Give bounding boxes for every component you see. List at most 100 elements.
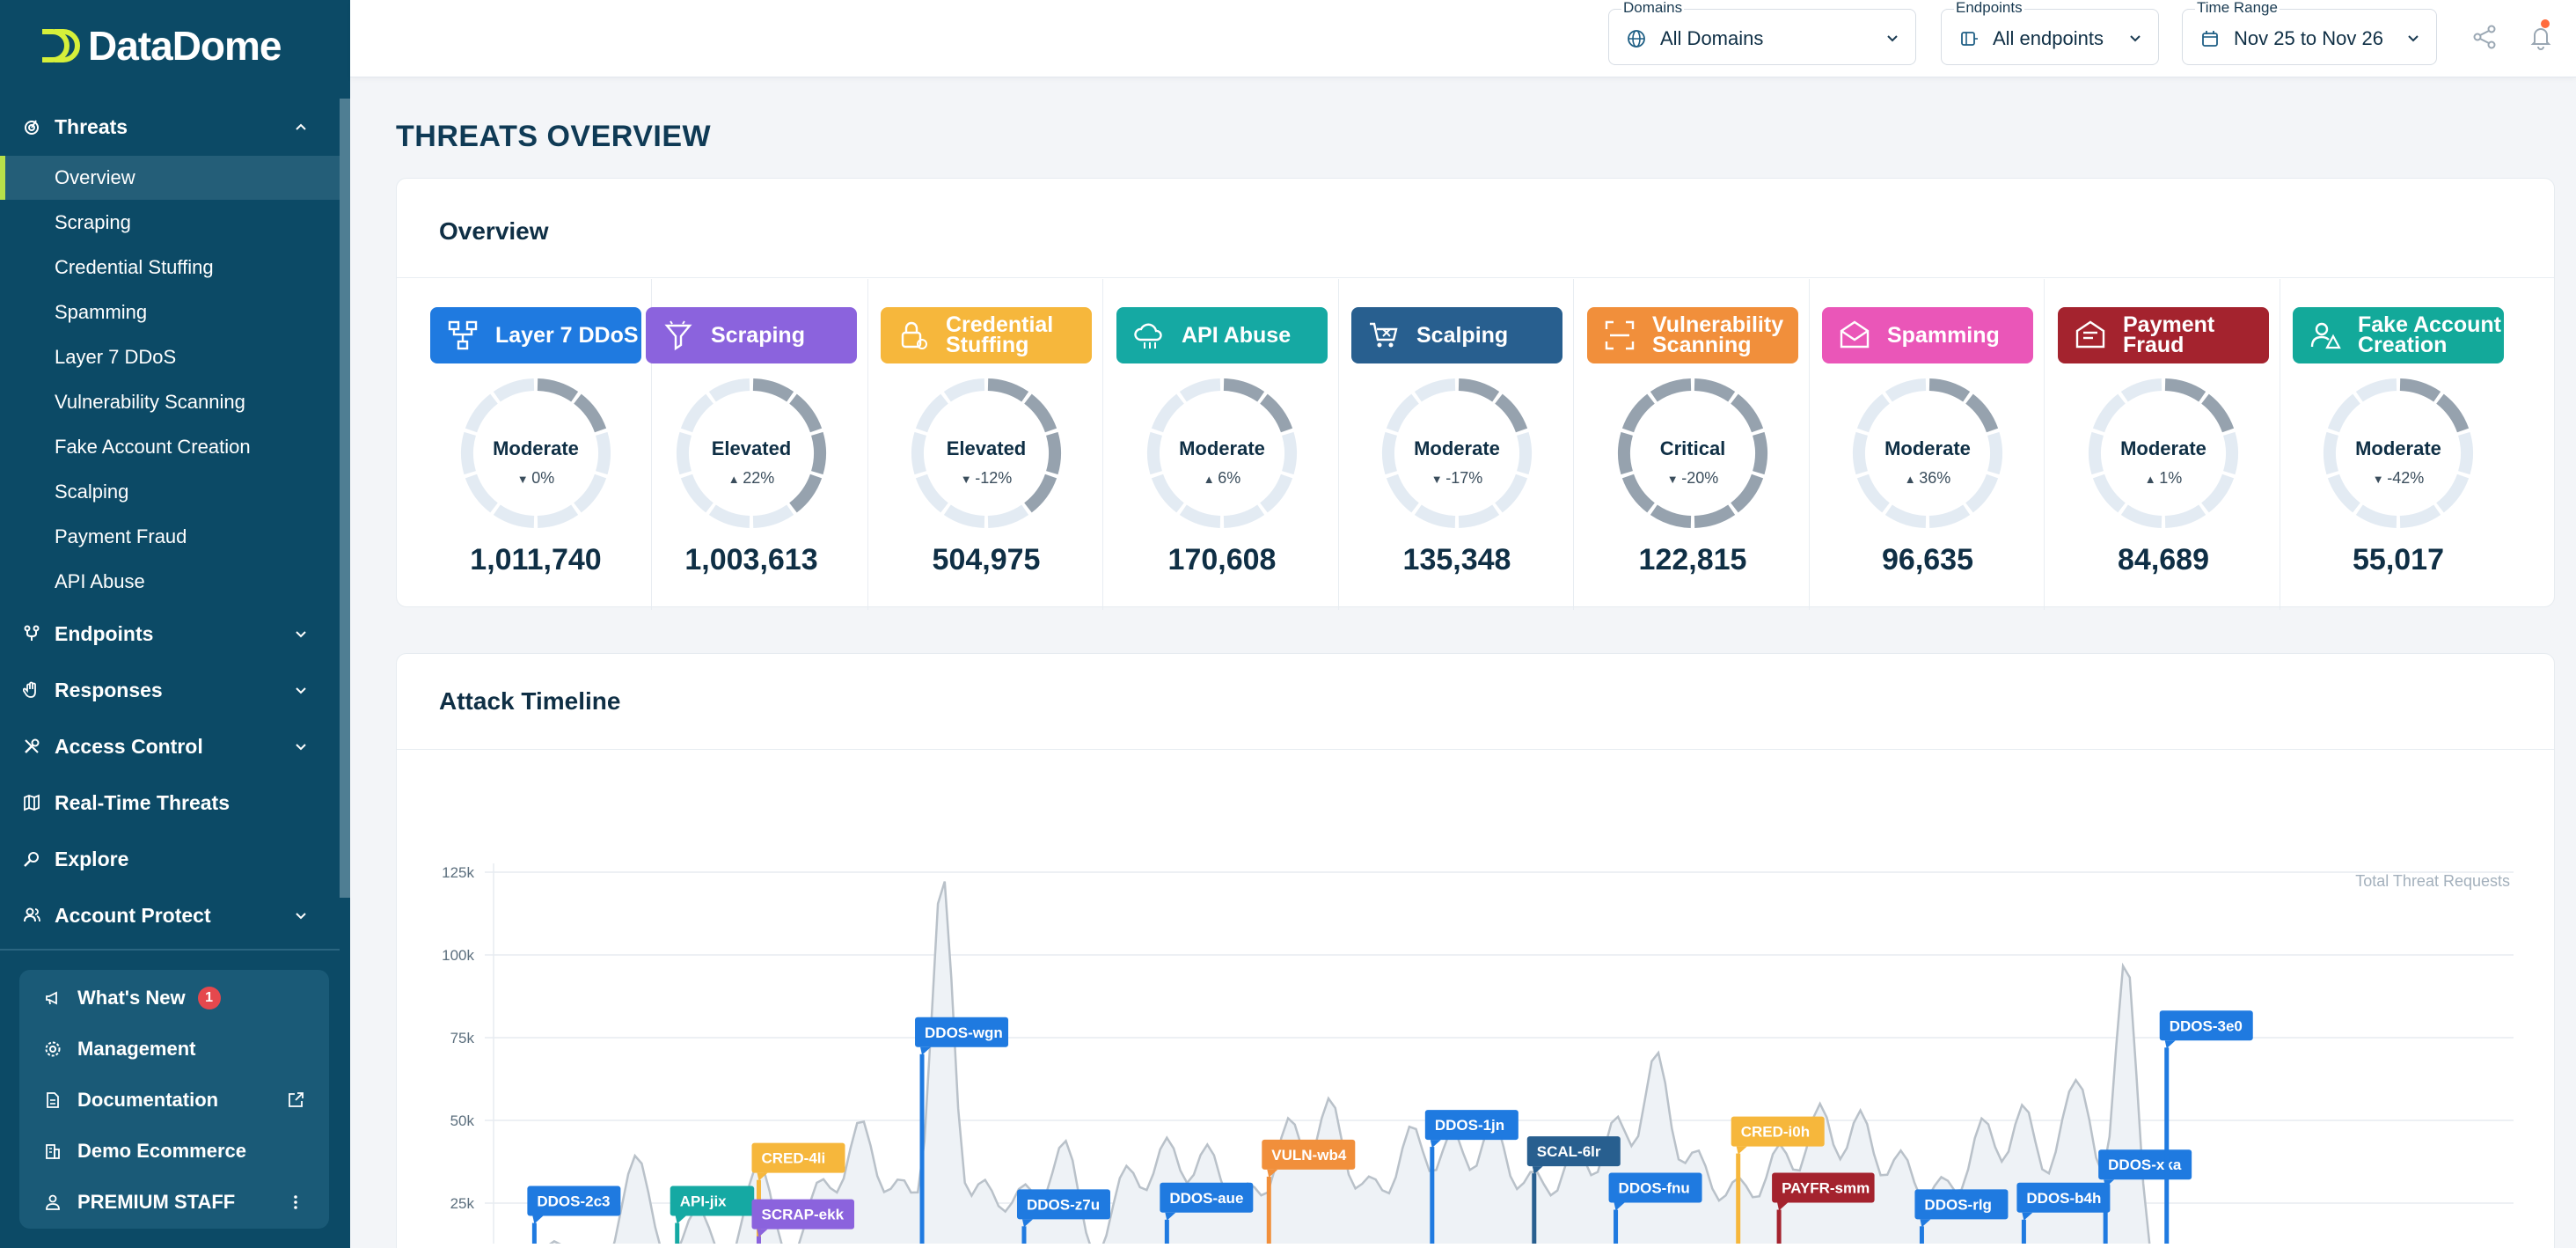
event-label-box[interactable] (1424, 1110, 1519, 1141)
event-bar[interactable] (1614, 1209, 1619, 1244)
event-bar[interactable] (2021, 1219, 2026, 1244)
sidebar-item-scalping[interactable]: Scalping (55, 481, 129, 503)
event-bar[interactable] (756, 1236, 761, 1244)
nav-group-account-protect[interactable]: Account Protect (0, 889, 340, 942)
gauge-segment (1965, 393, 1999, 433)
sidebar-item-overview[interactable]: Overview (0, 156, 340, 200)
event-label-box[interactable] (751, 1142, 845, 1173)
nav-group-real-time-threats[interactable]: Real-Time Threats (0, 776, 340, 829)
event-label-box[interactable] (1772, 1172, 1875, 1203)
datadome-logo[interactable]: DataDome (39, 19, 282, 72)
threat-column[interactable]: Layer 7 DDoS Moderate ▼ 0% 1,011,740 (397, 279, 652, 610)
event-bar[interactable] (1430, 1147, 1435, 1244)
event-label: PAYFR-smm (1782, 1180, 1870, 1197)
gauge-segment (2223, 431, 2238, 475)
event-label-box[interactable] (1262, 1139, 1356, 1170)
event-label-box[interactable] (2159, 1010, 2253, 1041)
threat-badge[interactable]: Vulnerability Scanning (1587, 307, 1798, 363)
sidebar-item-scraping[interactable]: Scraping (55, 211, 131, 233)
nav-group-endpoints[interactable]: Endpoints (0, 607, 340, 660)
sidebar-item-payment-fraud[interactable]: Payment Fraud (55, 525, 187, 547)
bell-icon[interactable] (2527, 23, 2555, 51)
event-label-box[interactable] (527, 1186, 621, 1216)
event-bar[interactable] (1532, 1173, 1537, 1244)
sidebar-item-spamming[interactable]: Spamming (55, 301, 148, 323)
event-bar[interactable] (675, 1222, 680, 1244)
gauge-segment (915, 393, 948, 433)
event-bar[interactable] (1736, 1153, 1741, 1244)
threat-column[interactable]: Credential Stuffing Elevated ▼ -12% 504,975 (867, 279, 1103, 610)
event-label-box[interactable] (2016, 1182, 2111, 1213)
event-label-box[interactable] (1016, 1189, 1110, 1220)
event-label-box[interactable] (751, 1199, 854, 1230)
threat-badge[interactable]: Layer 7 DDoS (430, 307, 641, 363)
nav-group-explore[interactable]: Explore (0, 833, 340, 885)
event-label-box[interactable] (1608, 1172, 1702, 1203)
documentation-link[interactable]: Documentation (19, 1075, 329, 1125)
sidebar-item-layer7-ddos[interactable]: Layer 7 DDoS (55, 346, 177, 368)
event-bar[interactable] (1164, 1219, 1169, 1244)
event-label-box[interactable] (1160, 1182, 1254, 1213)
user-menu[interactable]: PREMIUM STAFF (19, 1178, 329, 1227)
threat-badge[interactable]: Scraping (646, 307, 857, 363)
sidebar-item-fake-account-creation[interactable]: Fake Account Creation (55, 436, 251, 458)
threat-column[interactable]: Vulnerability Scanning Critical ▼ -20% 122,… (1574, 279, 1810, 610)
threat-column[interactable]: Fake Account Creation Moderate ▼ -42% 55,01… (2280, 279, 2515, 610)
threat-change: ▼ -42% (2259, 469, 2537, 488)
event-bar[interactable] (919, 1053, 925, 1244)
threat-count: 1,003,613 (684, 543, 818, 576)
sidebar-item-api-abuse[interactable]: API Abuse (55, 570, 145, 592)
time-range-filter[interactable]: Time Range Nov 25 to Nov 26 (2182, 0, 2437, 65)
whats-new-link[interactable]: What's New 1 (19, 973, 329, 1023)
threat-badge[interactable]: Fake Account Creation (2293, 307, 2504, 363)
gauge-segment (1179, 378, 1221, 402)
threat-column[interactable]: Spamming Moderate ▲ 36% 96,635 (1809, 279, 2045, 610)
nav-group-responses[interactable]: Responses (0, 664, 340, 716)
gauge-segment (2436, 474, 2470, 513)
endpoints-filter[interactable]: Endpoints All endpoints (1941, 0, 2159, 65)
threat-badge[interactable]: Payment Fraud (2058, 307, 2269, 363)
demo-ecommerce-link[interactable]: Demo Ecommerce (19, 1127, 329, 1176)
threat-badge[interactable]: Credential Stuffing (881, 307, 1092, 363)
calendar-icon (2202, 31, 2218, 47)
event-label-box[interactable] (915, 1017, 1009, 1047)
threat-column[interactable]: Payment Fraud Moderate ▲ 1% 84,689 (2045, 279, 2280, 610)
threat-level-gauge (911, 378, 1061, 528)
share-icon[interactable] (2470, 23, 2499, 51)
domains-filter[interactable]: Domains All Domains (1608, 0, 1916, 65)
threat-column[interactable]: Scraping Elevated ▲ 22% 1,003,613 (633, 279, 868, 610)
threat-badge[interactable]: Scalping (1351, 307, 1562, 363)
event-bar[interactable] (1776, 1209, 1782, 1244)
event-bar[interactable] (2164, 1047, 2170, 1244)
threat-change-value: -20% (1681, 469, 1719, 487)
event-bar[interactable] (1266, 1176, 1271, 1244)
event-label-box[interactable] (670, 1186, 755, 1216)
attack-timeline-chart[interactable]: 025k50k75k100k125kTotal Threat RequestsD… (397, 751, 2556, 1244)
threat-badge[interactable]: Spamming (1822, 307, 2033, 363)
sidebar-item-vulnerability-scanning[interactable]: Vulnerability Scanning (55, 391, 245, 413)
management-link[interactable]: Management (19, 1024, 329, 1074)
threat-column[interactable]: Scalping Moderate ▼ -17% 135,348 (1338, 279, 1574, 610)
threat-badge[interactable]: API Abuse (1116, 307, 1328, 363)
endpoints-filter-label: Endpoints (1954, 0, 2024, 17)
event-bar[interactable] (1919, 1226, 1924, 1244)
event-label: DDOS-3e0 (2170, 1017, 2243, 1034)
event-label: API-jix (680, 1193, 727, 1210)
event-bar[interactable] (531, 1222, 537, 1244)
gauge-segment (1753, 431, 1767, 475)
sidebar-scrollbar[interactable] (340, 99, 350, 898)
threat-column[interactable]: API Abuse Moderate ▲ 6% 170,608 (1103, 279, 1339, 610)
whats-new-label: What's New (77, 987, 186, 1009)
event-bar[interactable] (1021, 1226, 1027, 1244)
event-label-box[interactable] (1731, 1116, 1825, 1147)
event-label-box[interactable] (1526, 1136, 1621, 1167)
sidebar-item-credential-stuffing[interactable]: Credential Stuffing (55, 256, 214, 278)
nav-group-access-control[interactable]: Access Control (0, 720, 340, 773)
more-vertical-icon[interactable] (287, 1193, 304, 1211)
threat-count: 55,017 (2353, 543, 2444, 576)
gauge-segment (2355, 504, 2397, 528)
event-label-box[interactable] (1914, 1189, 2009, 1220)
nav-group-label: Explore (55, 847, 129, 870)
event-bar[interactable] (2103, 1186, 2108, 1244)
nav-group-threats[interactable]: Threats (0, 100, 340, 153)
